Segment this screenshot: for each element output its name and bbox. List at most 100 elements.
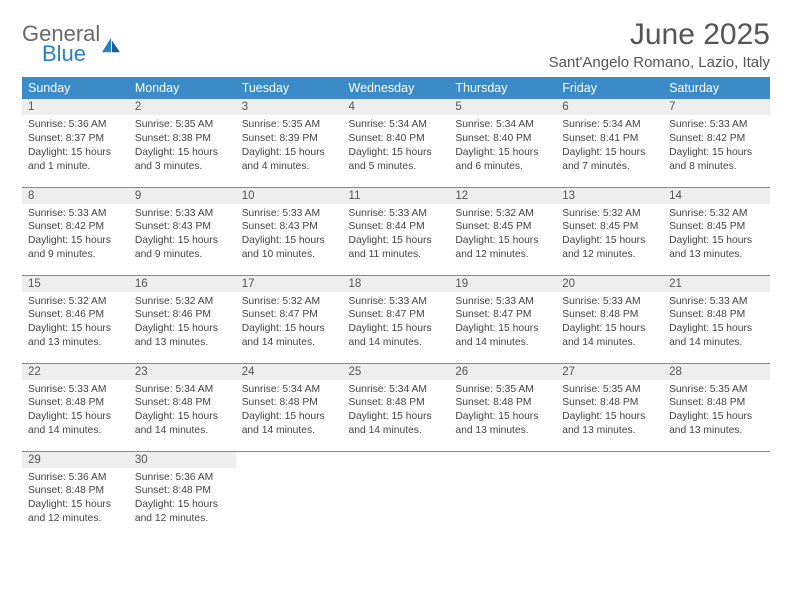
day-number: 4 [343, 99, 450, 115]
day-number: 13 [556, 188, 663, 204]
calendar-cell: 17Sunrise: 5:32 AMSunset: 8:47 PMDayligh… [236, 275, 343, 363]
weekday-header: Monday [129, 77, 236, 99]
calendar-cell: 4Sunrise: 5:34 AMSunset: 8:40 PMDaylight… [343, 99, 450, 187]
day-details: Sunrise: 5:33 AMSunset: 8:42 PMDaylight:… [22, 204, 129, 269]
day-number: 24 [236, 364, 343, 380]
calendar-cell: 2Sunrise: 5:35 AMSunset: 8:38 PMDaylight… [129, 99, 236, 187]
day-number: 26 [449, 364, 556, 380]
calendar-cell [449, 451, 556, 539]
day-number: 9 [129, 188, 236, 204]
calendar-cell: 19Sunrise: 5:33 AMSunset: 8:47 PMDayligh… [449, 275, 556, 363]
day-details: Sunrise: 5:33 AMSunset: 8:48 PMDaylight:… [663, 292, 770, 357]
day-details: Sunrise: 5:32 AMSunset: 8:45 PMDaylight:… [556, 204, 663, 269]
calendar-cell: 30Sunrise: 5:36 AMSunset: 8:48 PMDayligh… [129, 451, 236, 539]
day-number: 2 [129, 99, 236, 115]
day-number: 30 [129, 452, 236, 468]
weekday-header: Tuesday [236, 77, 343, 99]
weekday-row: SundayMondayTuesdayWednesdayThursdayFrid… [22, 77, 770, 99]
calendar-cell: 29Sunrise: 5:36 AMSunset: 8:48 PMDayligh… [22, 451, 129, 539]
day-details: Sunrise: 5:33 AMSunset: 8:47 PMDaylight:… [449, 292, 556, 357]
day-details: Sunrise: 5:32 AMSunset: 8:47 PMDaylight:… [236, 292, 343, 357]
calendar-cell: 25Sunrise: 5:34 AMSunset: 8:48 PMDayligh… [343, 363, 450, 451]
calendar-cell [343, 451, 450, 539]
day-details: Sunrise: 5:33 AMSunset: 8:44 PMDaylight:… [343, 204, 450, 269]
calendar-cell [663, 451, 770, 539]
calendar-cell: 14Sunrise: 5:32 AMSunset: 8:45 PMDayligh… [663, 187, 770, 275]
calendar-cell: 1Sunrise: 5:36 AMSunset: 8:37 PMDaylight… [22, 99, 129, 187]
day-details: Sunrise: 5:33 AMSunset: 8:43 PMDaylight:… [236, 204, 343, 269]
title-block: June 2025 Sant'Angelo Romano, Lazio, Ita… [549, 18, 770, 71]
calendar-cell: 27Sunrise: 5:35 AMSunset: 8:48 PMDayligh… [556, 363, 663, 451]
day-number: 10 [236, 188, 343, 204]
logo: General Blue [22, 18, 122, 64]
day-number: 1 [22, 99, 129, 115]
day-number: 16 [129, 276, 236, 292]
day-number: 20 [556, 276, 663, 292]
day-details: Sunrise: 5:33 AMSunset: 8:48 PMDaylight:… [556, 292, 663, 357]
calendar-cell: 26Sunrise: 5:35 AMSunset: 8:48 PMDayligh… [449, 363, 556, 451]
calendar-cell: 24Sunrise: 5:34 AMSunset: 8:48 PMDayligh… [236, 363, 343, 451]
day-details: Sunrise: 5:33 AMSunset: 8:47 PMDaylight:… [343, 292, 450, 357]
header: General Blue June 2025 Sant'Angelo Roman… [22, 18, 770, 71]
day-number: 8 [22, 188, 129, 204]
calendar-cell: 20Sunrise: 5:33 AMSunset: 8:48 PMDayligh… [556, 275, 663, 363]
day-number: 28 [663, 364, 770, 380]
day-details: Sunrise: 5:35 AMSunset: 8:38 PMDaylight:… [129, 115, 236, 180]
day-details: Sunrise: 5:35 AMSunset: 8:39 PMDaylight:… [236, 115, 343, 180]
day-number: 6 [556, 99, 663, 115]
weekday-header: Thursday [449, 77, 556, 99]
day-number: 14 [663, 188, 770, 204]
day-details: Sunrise: 5:33 AMSunset: 8:48 PMDaylight:… [22, 380, 129, 445]
calendar-cell: 21Sunrise: 5:33 AMSunset: 8:48 PMDayligh… [663, 275, 770, 363]
day-number: 17 [236, 276, 343, 292]
day-number: 15 [22, 276, 129, 292]
day-number: 29 [22, 452, 129, 468]
day-number: 19 [449, 276, 556, 292]
day-details: Sunrise: 5:34 AMSunset: 8:40 PMDaylight:… [343, 115, 450, 180]
day-number: 18 [343, 276, 450, 292]
calendar-cell: 23Sunrise: 5:34 AMSunset: 8:48 PMDayligh… [129, 363, 236, 451]
day-details: Sunrise: 5:32 AMSunset: 8:46 PMDaylight:… [129, 292, 236, 357]
day-number: 5 [449, 99, 556, 115]
day-details: Sunrise: 5:34 AMSunset: 8:48 PMDaylight:… [236, 380, 343, 445]
day-number: 22 [22, 364, 129, 380]
day-details: Sunrise: 5:36 AMSunset: 8:48 PMDaylight:… [22, 468, 129, 533]
day-number: 11 [343, 188, 450, 204]
day-details: Sunrise: 5:32 AMSunset: 8:45 PMDaylight:… [449, 204, 556, 269]
day-number: 25 [343, 364, 450, 380]
calendar-grid: SundayMondayTuesdayWednesdayThursdayFrid… [22, 77, 770, 539]
day-details: Sunrise: 5:32 AMSunset: 8:46 PMDaylight:… [22, 292, 129, 357]
location: Sant'Angelo Romano, Lazio, Italy [549, 54, 770, 71]
logo-sail-icon [100, 36, 122, 54]
day-details: Sunrise: 5:34 AMSunset: 8:48 PMDaylight:… [129, 380, 236, 445]
calendar-cell: 16Sunrise: 5:32 AMSunset: 8:46 PMDayligh… [129, 275, 236, 363]
day-details: Sunrise: 5:33 AMSunset: 8:42 PMDaylight:… [663, 115, 770, 180]
day-number: 27 [556, 364, 663, 380]
day-details: Sunrise: 5:36 AMSunset: 8:48 PMDaylight:… [129, 468, 236, 533]
day-details: Sunrise: 5:33 AMSunset: 8:43 PMDaylight:… [129, 204, 236, 269]
weekday-header: Friday [556, 77, 663, 99]
calendar-cell: 28Sunrise: 5:35 AMSunset: 8:48 PMDayligh… [663, 363, 770, 451]
day-number: 12 [449, 188, 556, 204]
calendar-cell: 7Sunrise: 5:33 AMSunset: 8:42 PMDaylight… [663, 99, 770, 187]
weekday-header: Sunday [22, 77, 129, 99]
calendar-cell: 6Sunrise: 5:34 AMSunset: 8:41 PMDaylight… [556, 99, 663, 187]
calendar-cell: 5Sunrise: 5:34 AMSunset: 8:40 PMDaylight… [449, 99, 556, 187]
day-details: Sunrise: 5:34 AMSunset: 8:41 PMDaylight:… [556, 115, 663, 180]
day-details: Sunrise: 5:34 AMSunset: 8:40 PMDaylight:… [449, 115, 556, 180]
calendar-cell: 3Sunrise: 5:35 AMSunset: 8:39 PMDaylight… [236, 99, 343, 187]
calendar-cell: 10Sunrise: 5:33 AMSunset: 8:43 PMDayligh… [236, 187, 343, 275]
calendar-cell: 15Sunrise: 5:32 AMSunset: 8:46 PMDayligh… [22, 275, 129, 363]
day-number: 7 [663, 99, 770, 115]
calendar-cell: 12Sunrise: 5:32 AMSunset: 8:45 PMDayligh… [449, 187, 556, 275]
day-details: Sunrise: 5:35 AMSunset: 8:48 PMDaylight:… [556, 380, 663, 445]
day-details: Sunrise: 5:32 AMSunset: 8:45 PMDaylight:… [663, 204, 770, 269]
month-title: June 2025 [549, 18, 770, 52]
calendar-cell [556, 451, 663, 539]
calendar-cell: 11Sunrise: 5:33 AMSunset: 8:44 PMDayligh… [343, 187, 450, 275]
calendar-cell: 8Sunrise: 5:33 AMSunset: 8:42 PMDaylight… [22, 187, 129, 275]
calendar-cell: 18Sunrise: 5:33 AMSunset: 8:47 PMDayligh… [343, 275, 450, 363]
day-number: 21 [663, 276, 770, 292]
logo-blue: Blue [42, 44, 100, 64]
weekday-header: Wednesday [343, 77, 450, 99]
